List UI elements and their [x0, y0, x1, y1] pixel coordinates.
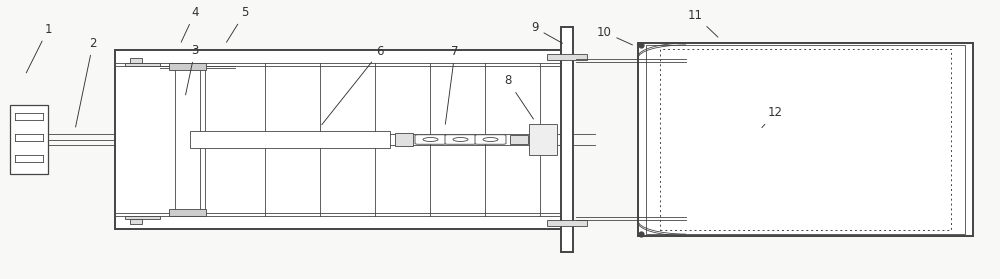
Bar: [646, 45, 965, 234]
Bar: [125, 63, 160, 66]
Bar: [169, 209, 206, 216]
Bar: [547, 220, 587, 226]
Ellipse shape: [483, 138, 498, 141]
Text: 9: 9: [531, 21, 563, 43]
Text: 10: 10: [597, 26, 632, 45]
Ellipse shape: [423, 138, 438, 141]
Bar: [561, 27, 573, 252]
Bar: [10, 105, 48, 174]
Text: 12: 12: [762, 107, 782, 128]
Bar: [169, 63, 206, 70]
Bar: [547, 54, 587, 60]
Bar: [130, 219, 142, 224]
Bar: [115, 50, 565, 229]
Text: 3: 3: [186, 44, 199, 95]
Text: 4: 4: [181, 6, 199, 42]
Text: 2: 2: [76, 37, 97, 127]
Bar: [190, 131, 390, 148]
FancyBboxPatch shape: [445, 135, 476, 144]
Bar: [510, 134, 528, 145]
Bar: [638, 43, 973, 236]
Text: 8: 8: [504, 74, 533, 119]
Bar: [125, 216, 160, 219]
Text: 5: 5: [226, 6, 249, 42]
Bar: [130, 58, 142, 63]
Bar: [529, 124, 557, 155]
FancyBboxPatch shape: [475, 135, 506, 144]
Bar: [395, 133, 413, 146]
Bar: [660, 49, 951, 230]
Ellipse shape: [453, 138, 468, 141]
Bar: [175, 63, 200, 216]
Text: 7: 7: [445, 45, 459, 124]
Text: 6: 6: [322, 45, 384, 125]
Text: 1: 1: [26, 23, 52, 73]
Text: 11: 11: [688, 9, 718, 37]
FancyBboxPatch shape: [415, 135, 446, 144]
